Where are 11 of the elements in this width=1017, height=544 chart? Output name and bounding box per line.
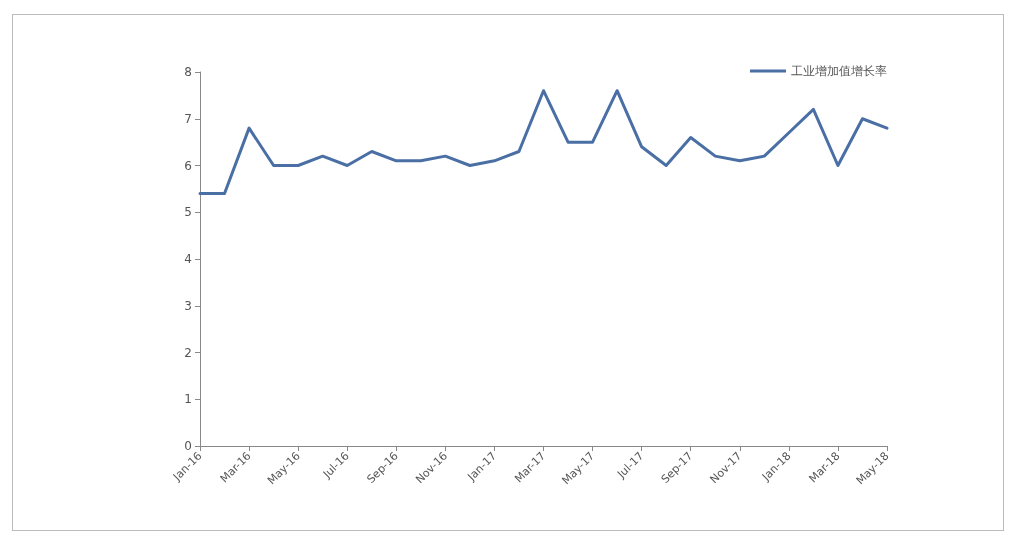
line-series	[198, 89, 889, 196]
y-tick-label: 1	[184, 392, 192, 407]
y-tick-label: 5	[184, 205, 192, 220]
y-tick-label: 2	[184, 345, 192, 360]
y-tick-label: 3	[184, 298, 192, 313]
y-tick-label: 6	[184, 158, 192, 173]
y-tick-label: 4	[184, 252, 192, 266]
y-tick-label: 0	[184, 439, 192, 453]
y-tick-label: 7	[184, 111, 192, 126]
legend-label: 工业增加值增长率	[791, 64, 887, 78]
y-tick-label: 8	[184, 65, 192, 79]
